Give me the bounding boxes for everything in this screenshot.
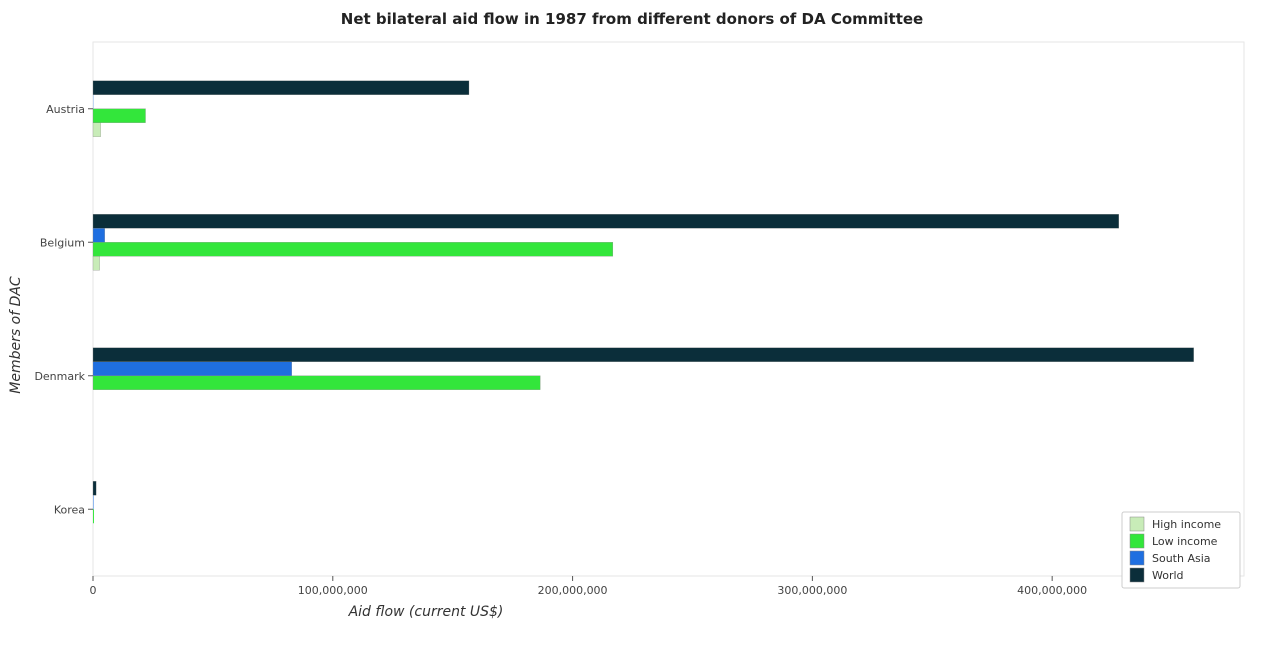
bar-south-asia-denmark	[93, 362, 292, 376]
y-tick-label: Denmark	[34, 370, 85, 383]
bar-low-income-belgium	[93, 242, 613, 256]
x-tick-label: 0	[90, 584, 97, 597]
bar-low-income-denmark	[93, 376, 540, 390]
legend-label: South Asia	[1152, 552, 1211, 565]
bar-world-austria	[93, 81, 469, 95]
legend-label: High income	[1152, 518, 1221, 531]
legend: High income Low income South Asia World	[1122, 512, 1240, 588]
legend-swatch	[1130, 551, 1144, 565]
bar-low-income-austria	[93, 109, 146, 123]
x-axis-label: Aid flow (current US$)	[348, 604, 504, 620]
bar-low-income-korea	[93, 509, 94, 523]
chart-title: Net bilateral aid flow in 1987 from diff…	[341, 10, 923, 28]
bar-high-income-austria	[93, 123, 101, 137]
legend-swatch	[1130, 534, 1144, 548]
x-tick-label: 400,000,000	[1017, 584, 1087, 597]
y-tick-label: Austria	[46, 103, 85, 116]
bar-world-denmark	[93, 348, 1194, 362]
plot-area	[93, 42, 1244, 576]
y-axis: Austria Belgium Denmark Korea	[34, 103, 93, 517]
x-tick-label: 300,000,000	[777, 584, 847, 597]
plot-frame	[93, 42, 1244, 576]
y-tick-label: Belgium	[40, 236, 85, 249]
x-axis: 0 100,000,000 200,000,000 300,000,000 400,00…	[90, 576, 1088, 597]
x-tick-label: 200,000,000	[538, 584, 608, 597]
legend-label: Low income	[1152, 535, 1218, 548]
x-tick-label: 100,000,000	[298, 584, 368, 597]
legend-swatch	[1130, 568, 1144, 582]
y-tick-label: Korea	[54, 503, 85, 516]
legend-swatch	[1130, 517, 1144, 531]
bar-world-belgium	[93, 214, 1119, 228]
y-axis-label: Members of DAC	[8, 276, 24, 394]
bar-high-income-belgium	[93, 256, 100, 270]
bar-world-korea	[93, 481, 96, 495]
bar-south-asia-belgium	[93, 228, 105, 242]
legend-label: World	[1152, 569, 1184, 582]
